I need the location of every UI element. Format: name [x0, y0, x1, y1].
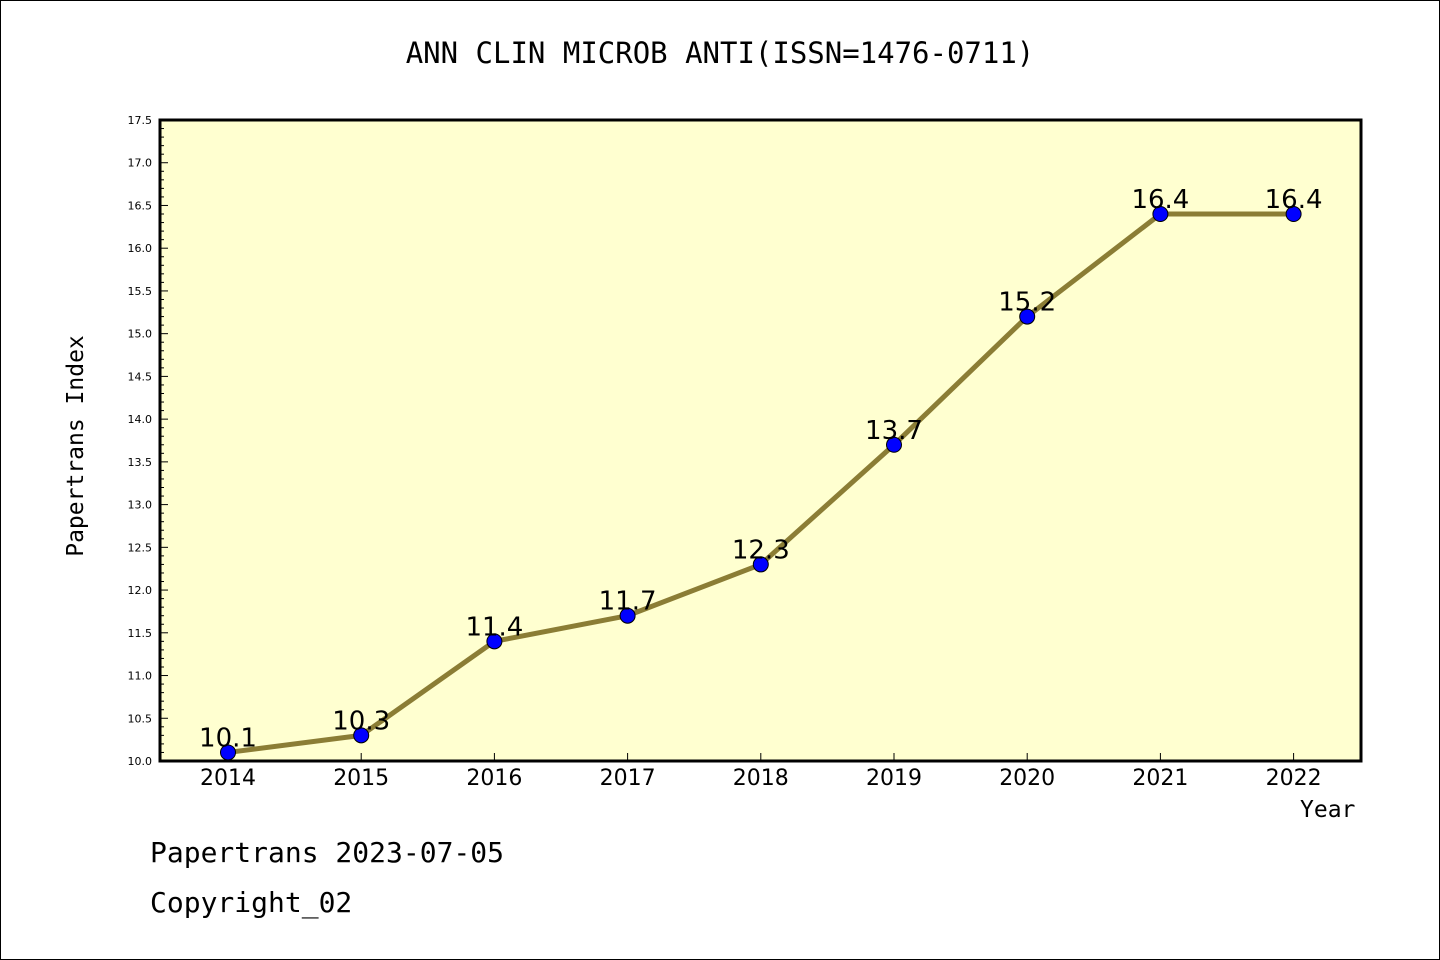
y-tick-label: 13.5	[128, 456, 153, 469]
data-point	[1019, 308, 1036, 325]
y-tick-label: 10.5	[128, 712, 153, 725]
footer-copyright: Copyright_02	[150, 886, 353, 919]
x-tick-label: 2014	[200, 766, 256, 791]
data-label: 11.7	[599, 587, 657, 617]
data-label: 12.3	[732, 535, 790, 565]
y-tick-label: 14.5	[128, 370, 153, 383]
data-label: 10.3	[332, 706, 390, 736]
chart-title: ANN CLIN MICROB ANTI(ISSN=1476-0711)	[405, 36, 1035, 70]
y-tick-label: 16.0	[128, 242, 153, 255]
data-point	[1152, 206, 1169, 223]
series-markers	[220, 206, 1302, 761]
x-tick-label: 2016	[466, 766, 522, 791]
data-label: 16.4	[1265, 185, 1323, 215]
data-label: 15.2	[998, 288, 1056, 318]
data-point	[886, 436, 902, 453]
data-point	[353, 727, 370, 744]
x-tick-label: 2021	[1132, 766, 1188, 791]
x-tick-label: 2018	[733, 766, 789, 791]
y-tick-label: 10.0	[128, 755, 153, 768]
data-point	[1285, 206, 1302, 223]
y-tick-label: 11.0	[128, 670, 153, 683]
plot-border	[158, 118, 1363, 763]
y-tick-label: 16.5	[128, 199, 153, 212]
x-tick-label: 2019	[866, 766, 922, 791]
x-tick-label: 2020	[999, 766, 1055, 791]
data-point	[752, 556, 769, 573]
y-tick-label: 15.0	[128, 328, 153, 341]
y-ticks: 10.0 10.5 11.0 11.5 12.0 12.5 13.0 13.5 14.0 14.5…	[128, 114, 168, 768]
data-label: 13.7	[865, 416, 923, 446]
y-tick-label: 12.5	[128, 541, 153, 554]
x-tick-label: 2017	[600, 766, 656, 791]
data-label: 16.4	[1131, 185, 1189, 215]
data-label: 10.1	[199, 723, 257, 753]
x-axis-label: Year	[1300, 797, 1356, 823]
plot-area	[160, 120, 1361, 761]
y-tick-label: 14.0	[128, 413, 153, 426]
data-labels: 10.1 10.3 11.4 11.7 12.3 13.7 15.2 16.4 16.4	[199, 185, 1322, 753]
data-label: 11.4	[465, 612, 523, 642]
y-tick-label: 12.0	[128, 584, 153, 597]
data-point	[486, 633, 503, 650]
x-tick-label: 2015	[333, 766, 389, 791]
footer-date: Papertrans 2023-07-05	[150, 836, 505, 869]
y-tick-label: 17.5	[128, 114, 153, 127]
y-tick-label: 13.0	[128, 499, 153, 512]
x-tick-label: 2022	[1266, 766, 1322, 791]
x-ticks: 2014 2015 2016 2017 2018 2019 2020 2021 2022	[200, 753, 1322, 791]
y-tick-label: 11.5	[128, 627, 153, 640]
y-tick-label: 15.5	[128, 285, 153, 298]
data-point	[619, 607, 636, 624]
y-tick-label: 17.0	[128, 157, 153, 170]
